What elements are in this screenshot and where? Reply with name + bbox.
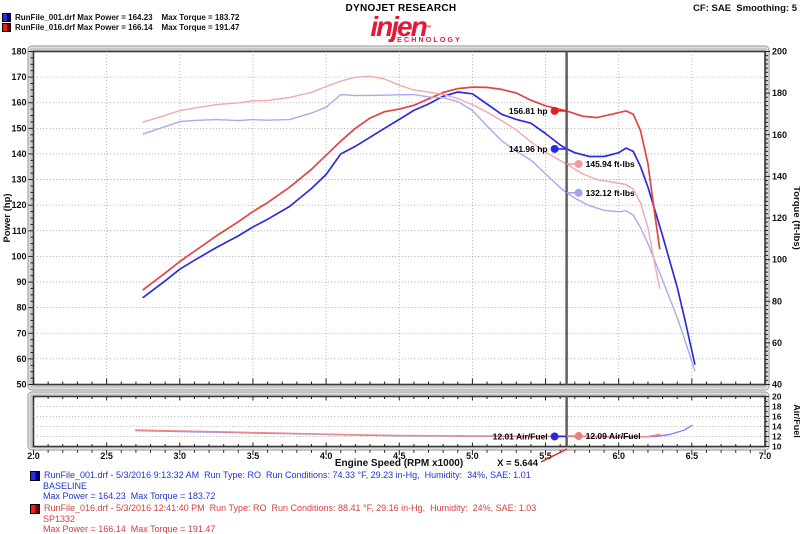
- legend-run001-text: RunFile_001.drf Max Power = 164.23 Max T…: [15, 13, 240, 22]
- rpm-tick-label: 3.0: [174, 451, 187, 461]
- airfuel-chart-frame-bevel: [28, 392, 769, 450]
- run001-details: RunFile_001.drf - 5/3/2016 9:13:32 AM Ru…: [30, 470, 536, 501]
- run001-conditions: RunFile_001.drf - 5/3/2016 9:13:32 AM Ru…: [44, 470, 531, 480]
- af-tick-label: 16: [772, 412, 782, 422]
- power-tick-label: 130: [11, 175, 26, 185]
- torque-tick-label: 180: [772, 88, 787, 98]
- chart-tick-labels: 180 170 160 150 140 130 120 110 100 90 80 70 60 50 200…: [11, 47, 787, 462]
- power-tick-label: 60: [16, 354, 26, 364]
- value-label: 145.94 ft-lbs: [586, 159, 635, 169]
- cursor-x-value-label: X = 5.644: [497, 458, 539, 469]
- power-tick-label: 110: [12, 226, 27, 236]
- chart-curves: [135, 75, 696, 438]
- power-tick-label: 150: [11, 123, 26, 133]
- correction-smoothing-label: CF: SAE Smoothing: 5: [693, 3, 797, 14]
- rpm-tick-label: 5.0: [466, 451, 479, 461]
- run001-footer-swatch: [30, 471, 40, 481]
- value-dot: [550, 432, 559, 441]
- value-dot: [550, 106, 559, 115]
- power-tick-label: 160: [11, 98, 26, 108]
- value-label: 12.01 Air/Fuel: [493, 431, 548, 441]
- value-dot: [574, 432, 583, 441]
- rpm-tick-label: 6.0: [612, 451, 625, 461]
- run016-note: SP1332: [43, 514, 76, 524]
- curve-runfile-016-drf-torque-ft-lbs-: [142, 75, 661, 289]
- af-tick-label: 14: [772, 422, 782, 432]
- torque-tick-label: 160: [772, 130, 787, 140]
- brand-block: DYNOJET RESEARCH injen™ TECHNOLOGY: [330, 3, 472, 44]
- rpm-tick-label: 2.0: [27, 451, 40, 461]
- value-label: 141.96 hp: [509, 144, 548, 154]
- torque-tick-label: 60: [772, 338, 782, 348]
- torque-tick-label: 40: [772, 380, 782, 390]
- torque-axis-title: Torque (ft-lbs): [791, 186, 800, 250]
- dynojet-research-title: DYNOJET RESEARCH: [345, 3, 457, 14]
- trademark-symbol: ™: [425, 25, 432, 32]
- curve-runfile-001-drf-torque-ft-lbs-: [142, 93, 696, 372]
- injen-logo: injen™ TECHNOLOGY: [330, 11, 472, 45]
- value-dot: [574, 188, 583, 197]
- af-tick-label: 20: [772, 392, 782, 402]
- run016-max-values: Max Power = 166.14 Max Torque = 191.47: [43, 524, 216, 534]
- injen-technology-label: TECHNOLOGY: [390, 37, 462, 44]
- rpm-tick-label: 4.5: [393, 451, 406, 461]
- torque-tick-label: 120: [772, 213, 787, 223]
- run001-max-values: Max Power = 164.23 Max Torque = 183.72: [43, 491, 216, 501]
- torque-tick-label: 100: [772, 255, 787, 265]
- chart-gridlines: [33, 51, 765, 437]
- rpm-tick-label: 3.5: [247, 451, 260, 461]
- power-tick-label: 120: [11, 200, 26, 210]
- power-tick-label: 100: [11, 251, 26, 261]
- value-dot: [574, 160, 583, 169]
- run001-note: BASELINE: [43, 481, 88, 491]
- value-label: 156.81 hp: [509, 106, 548, 116]
- power-axis-title: Power (hp): [2, 193, 13, 242]
- power-tick-label: 180: [11, 47, 26, 57]
- power-tick-label: 170: [11, 72, 26, 82]
- af-tick-label: 18: [772, 402, 782, 412]
- curve-runfile-016-drf-air-fuel: [135, 429, 661, 438]
- cursor-pointer-line: [540, 448, 568, 463]
- run016-footer-swatch: [30, 504, 40, 514]
- rpm-tick-label: 4.0: [320, 451, 333, 461]
- run016-conditions: RunFile_016.drf - 5/3/2016 12:41:40 PM R…: [44, 503, 537, 513]
- power-tick-label: 90: [16, 277, 26, 287]
- torque-tick-label: 200: [772, 47, 787, 57]
- airfuel-plot-area: [32, 395, 766, 448]
- curve-runfile-001-drf-power-hp-: [142, 91, 696, 365]
- value-label: 132.12 ft-lbs: [586, 188, 635, 198]
- legend-run016-text: RunFile_016.drf Max Power = 166.14 Max T…: [15, 23, 240, 32]
- run016-color-swatch: [2, 23, 11, 32]
- power-tick-label: 140: [11, 149, 26, 159]
- power-tick-label: 80: [16, 303, 26, 313]
- point-value-labels: 156.81 hp 141.96 hp 145.94 ft-lbs 132.12 ft…: [493, 106, 641, 442]
- run001-color-swatch: [2, 13, 11, 22]
- engine-speed-axis-title: Engine Speed (RPM x1000): [335, 458, 463, 469]
- rpm-tick-label: 7.0: [759, 451, 772, 461]
- legend-row-run001: RunFile_001.drf Max Power = 164.23 Max T…: [2, 13, 239, 22]
- value-label: 12.09 Air/Fuel: [586, 431, 641, 441]
- power-tick-label: 50: [16, 380, 26, 390]
- value-dot: [550, 144, 559, 153]
- top-legend: RunFile_001.drf Max Power = 164.23 Max T…: [2, 13, 239, 33]
- rpm-tick-label: 5.5: [539, 451, 552, 461]
- run016-details: RunFile_016.drf - 5/3/2016 12:41:40 PM R…: [30, 503, 536, 534]
- power-tick-label: 70: [16, 328, 26, 338]
- run-details-footer: RunFile_001.drf - 5/3/2016 9:13:32 AM Ru…: [30, 470, 536, 534]
- af-tick-label: 10: [772, 442, 782, 452]
- af-tick-label: 12: [772, 432, 782, 442]
- curve-runfile-016-drf-power-hp-: [142, 86, 661, 291]
- chart-ticks: [28, 51, 770, 455]
- rpm-tick-label: 2.5: [100, 451, 113, 461]
- chart-frames: [27, 45, 770, 451]
- torque-tick-label: 80: [772, 296, 782, 306]
- legend-row-run016: RunFile_016.drf Max Power = 166.14 Max T…: [2, 23, 239, 32]
- torque-tick-label: 140: [772, 171, 787, 181]
- rpm-tick-label: 6.5: [686, 451, 699, 461]
- airfuel-axis-title: Air/Fuel: [792, 404, 800, 438]
- injen-logo-word: injen: [370, 11, 427, 42]
